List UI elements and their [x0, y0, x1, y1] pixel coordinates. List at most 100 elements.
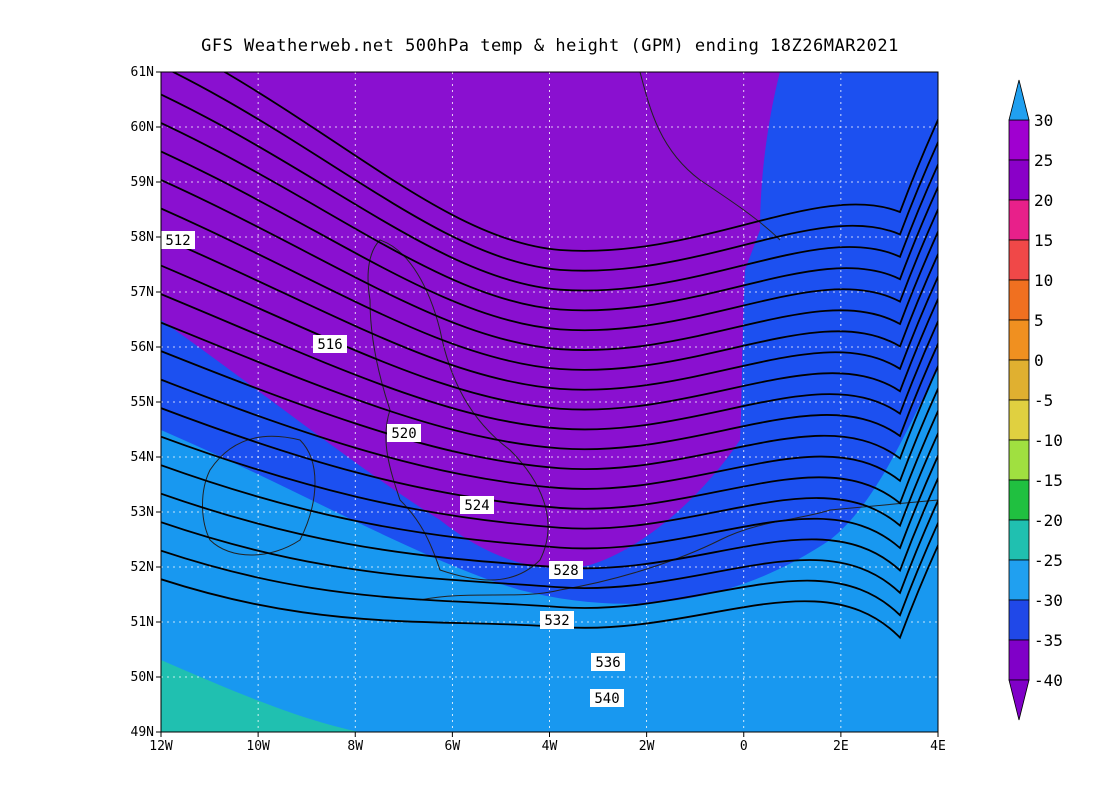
latitude-axis: 61N 60N 59N 58N 57N 56N 55N 54N 53N 52N 51N 50N 49N	[131, 65, 161, 740]
contour-label-bg	[590, 689, 624, 707]
region-teal	[161, 660, 360, 732]
height-contour-line	[161, 498, 938, 595]
colorbar-label: -20	[1034, 511, 1063, 530]
contour-label-bg	[591, 653, 625, 671]
contour-label: 540	[594, 691, 619, 707]
contour-label: 520	[391, 426, 416, 442]
colorbar-swatch	[1008, 239, 1030, 281]
colorbar-swatch	[1008, 639, 1030, 681]
lat-label: 55N	[131, 395, 154, 410]
colorbar-swatch	[1008, 519, 1030, 561]
colorbar-swatches	[1008, 119, 1030, 681]
lon-label: 10W	[246, 739, 270, 754]
contour-label-bg	[540, 611, 574, 629]
colorbar-label: 30	[1034, 111, 1053, 130]
height-contour-line	[161, 236, 938, 391]
lat-label: 61N	[131, 65, 154, 80]
colorbar-label: 10	[1034, 271, 1053, 290]
height-contour-line	[161, 293, 938, 431]
height-contour-line	[222, 72, 938, 252]
lon-label: 2E	[833, 739, 849, 754]
contour-label-bg	[161, 231, 195, 249]
colorbar-label: 15	[1034, 231, 1053, 250]
colorbar-label: 25	[1034, 151, 1053, 170]
colorbar-bottom-arrow	[1008, 679, 1030, 721]
lat-label: 58N	[131, 230, 154, 245]
colorbar-labels: 30 25 20 15 10 5 0 -5 -10 -15 -20 -25 -30 -35 -40	[1034, 111, 1063, 690]
lon-label: 2W	[639, 739, 655, 754]
contour-label: 516	[317, 337, 342, 353]
colorbar-label: 5	[1034, 311, 1044, 330]
colorbar-swatch	[1008, 159, 1030, 201]
lon-label: 8W	[347, 739, 363, 754]
contour-label: 536	[595, 655, 620, 671]
contour-label: 512	[165, 233, 190, 249]
colorbar-swatch	[1008, 279, 1030, 321]
lat-label: 50N	[131, 670, 154, 685]
contour-label-bg	[313, 335, 347, 353]
lat-label: 52N	[131, 560, 154, 575]
map-title: GFS Weatherweb.net 500hPa temp & height …	[201, 36, 899, 56]
colorbar-swatch	[1008, 119, 1030, 161]
lon-label: 4W	[542, 739, 558, 754]
contour-label: 524	[464, 498, 489, 514]
lat-label: 51N	[131, 615, 154, 630]
longitude-axis: 12W 10W 8W 6W 4W 2W 0 2E 4E	[149, 732, 946, 754]
colorbar-swatch	[1008, 599, 1030, 641]
colorbar-label: -5	[1034, 391, 1053, 410]
colorbar-swatch	[1008, 399, 1030, 441]
height-contour-line	[161, 321, 938, 451]
colorbar-label: 0	[1034, 351, 1044, 370]
region-purple	[161, 72, 780, 568]
lat-label: 57N	[131, 285, 154, 300]
height-contour-line	[161, 93, 938, 292]
colorbar-label: -25	[1034, 551, 1063, 570]
colorbar-label: -30	[1034, 591, 1063, 610]
colorbar-label: -40	[1034, 671, 1063, 690]
lat-label: 53N	[131, 505, 154, 520]
lon-label: 6W	[445, 739, 461, 754]
colorbar-swatch	[1008, 479, 1030, 521]
colorbar-swatch	[1008, 359, 1030, 401]
lat-label: 60N	[131, 120, 154, 135]
contour-labels: 512 516 520 524 528 532 536 540	[161, 231, 625, 707]
contour-label: 528	[553, 563, 578, 579]
height-contours	[161, 72, 938, 640]
colorbar-swatch	[1008, 559, 1030, 601]
height-contour-line	[161, 122, 938, 312]
coastline-ireland	[202, 435, 316, 556]
height-contour-line	[161, 431, 938, 530]
height-contour-line	[161, 407, 938, 510]
height-contour-line	[161, 476, 938, 572]
height-contour-line	[171, 72, 938, 272]
lon-label: 0	[740, 739, 748, 754]
lat-label: 59N	[131, 175, 154, 190]
colorbar-swatch	[1008, 319, 1030, 361]
colorbar-label: -35	[1034, 631, 1063, 650]
height-contour-line	[161, 378, 938, 490]
contour-label-bg	[460, 496, 494, 514]
colorbar-label: 20	[1034, 191, 1053, 210]
lon-label: 4E	[930, 739, 946, 754]
lat-label: 54N	[131, 450, 154, 465]
height-contour-line	[161, 520, 938, 617]
contour-label-bg	[387, 424, 421, 442]
height-contour-line	[161, 350, 938, 470]
height-contour-line	[161, 179, 938, 351]
colorbar-label: -10	[1034, 431, 1063, 450]
contour-label: 532	[544, 613, 569, 629]
colorbar-label: -15	[1034, 471, 1063, 490]
lat-label: 49N	[131, 725, 154, 740]
lon-label: 12W	[149, 739, 173, 754]
height-contour-line	[161, 453, 938, 550]
height-contour-line	[161, 207, 938, 371]
lat-label: 56N	[131, 340, 154, 355]
contour-label-bg	[549, 561, 583, 579]
height-contour-line	[161, 543, 938, 640]
region-light-blue	[161, 370, 938, 732]
colorbar-top-arrow	[1008, 79, 1030, 121]
height-contour-line	[161, 150, 938, 332]
colorbar-swatch	[1008, 439, 1030, 481]
